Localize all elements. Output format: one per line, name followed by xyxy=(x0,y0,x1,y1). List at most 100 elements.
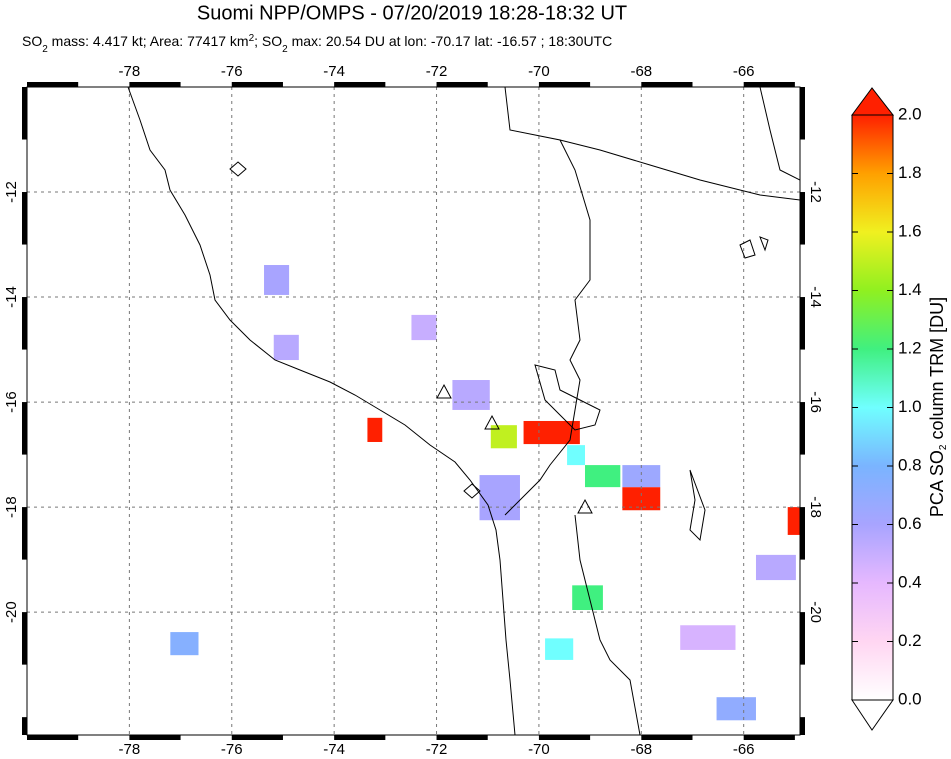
colorbar-tick-label: 1.4 xyxy=(898,280,922,299)
so2-cell xyxy=(490,425,517,449)
so2-cell xyxy=(584,465,621,488)
frame-band xyxy=(22,612,27,665)
colorbar-extend-bottom xyxy=(851,699,894,731)
border xyxy=(759,87,800,181)
so2-cell xyxy=(622,487,661,511)
x-tick-label: -76 xyxy=(221,741,243,758)
coastline xyxy=(127,87,516,735)
subscript: 2 xyxy=(42,44,48,55)
x-tick-label: -70 xyxy=(528,63,550,80)
x-tick-label: -68 xyxy=(630,63,652,80)
x-tick-label: -70 xyxy=(528,741,550,758)
so2-cell xyxy=(755,554,796,581)
frame-band xyxy=(800,612,805,665)
frame-band xyxy=(436,82,488,87)
colorbar-tick-label: 0.6 xyxy=(898,514,922,533)
x-tick-label: -66 xyxy=(733,63,755,80)
colorbar-tick-label: 0.8 xyxy=(898,455,922,474)
volcano xyxy=(577,498,593,514)
so2-cell xyxy=(273,334,299,361)
volcano-markers xyxy=(229,161,593,514)
so2-cell xyxy=(479,475,520,521)
x-tick-label: -74 xyxy=(323,63,345,80)
y-tick-label: -12 xyxy=(807,181,824,203)
colorbar-tick-label: 2.0 xyxy=(898,104,922,123)
x-tick-label: -78 xyxy=(119,63,141,80)
colorbar-tick-label: 1.8 xyxy=(898,163,922,182)
so2-cell xyxy=(787,507,800,535)
y-tick-label: -16 xyxy=(807,391,824,413)
x-tick-label: -76 xyxy=(221,63,243,80)
title: Suomi NPP/OMPS - 07/20/2019 18:28-18:32 … xyxy=(197,2,627,24)
frame-band xyxy=(436,735,488,740)
so2-cell xyxy=(523,420,580,445)
frame-band xyxy=(334,82,386,87)
text-part: max: 20.54 DU at lon: -70.17 lat: -16.57… xyxy=(288,33,613,49)
border xyxy=(559,139,800,201)
frame-band xyxy=(800,297,805,350)
so2-cell xyxy=(452,380,490,410)
frame-band xyxy=(800,717,805,735)
frame-band xyxy=(22,507,27,560)
y-tick-label: -14 xyxy=(807,286,824,308)
so2-cell xyxy=(170,632,199,656)
y-tick-label: -14 xyxy=(3,286,20,308)
colorbar xyxy=(851,114,894,701)
coastlines xyxy=(127,87,800,735)
frame-band xyxy=(800,87,805,140)
colorbar-tick-label: 1.6 xyxy=(898,221,922,240)
frame-band xyxy=(22,87,27,140)
frame-band xyxy=(743,82,795,87)
volcano xyxy=(229,161,247,177)
lake xyxy=(739,236,769,259)
colorbar-extend-top xyxy=(851,87,895,116)
y-tick-label: -16 xyxy=(3,391,20,413)
so2-cells xyxy=(170,265,800,721)
x-tick-label: -68 xyxy=(630,741,652,758)
x-tick-label: -72 xyxy=(426,63,448,80)
y-tick-label: -20 xyxy=(807,601,824,623)
frame-band xyxy=(800,507,805,560)
subscript: 2 xyxy=(938,444,949,450)
so2-cell xyxy=(680,625,736,650)
frame-band xyxy=(231,82,283,87)
y-tick-label: -20 xyxy=(3,601,20,623)
volcano xyxy=(436,383,452,399)
y-tick-label: -18 xyxy=(3,496,20,518)
map-frame xyxy=(22,82,805,740)
y-tick-label: -18 xyxy=(807,496,824,518)
so2-cell xyxy=(367,417,383,442)
text-part: mass: 4.417 kt; Area: 77417 km xyxy=(48,33,249,49)
so2-cell xyxy=(264,265,290,295)
frame-band xyxy=(22,192,27,245)
frame-band xyxy=(22,297,27,350)
graticule xyxy=(27,87,800,735)
colorbar-tick-label: 1.2 xyxy=(898,338,922,357)
text-part: column TRM [DU] xyxy=(927,297,947,445)
frame-band xyxy=(22,717,27,735)
so2-cell xyxy=(622,465,661,488)
x-tick-label: -66 xyxy=(733,741,755,758)
frame-band xyxy=(27,82,79,87)
x-tick-label: -72 xyxy=(426,741,448,758)
colorbar-tick-label: 0.4 xyxy=(898,572,922,591)
text-part: SO xyxy=(22,33,42,49)
frame-band xyxy=(129,735,181,740)
colorbar-tick-label: 1.0 xyxy=(898,397,922,416)
subscript: 2 xyxy=(282,44,288,55)
colorbar-tick-label: 0.2 xyxy=(898,631,922,650)
so2-cell xyxy=(545,638,574,660)
frame-band xyxy=(27,735,79,740)
so2-cell xyxy=(567,445,585,466)
map-background xyxy=(27,87,800,735)
subtitle: SO2 mass: 4.417 kt; Area: 77417 km2; SO2… xyxy=(22,33,612,55)
x-tick-label: -74 xyxy=(323,741,345,758)
subscript: 2 xyxy=(249,33,255,44)
frame-band xyxy=(800,192,805,245)
frame-band xyxy=(334,735,386,740)
volcano xyxy=(463,483,481,499)
frame-band xyxy=(231,735,283,740)
frame-band xyxy=(743,735,795,740)
text-part: PCA SO xyxy=(927,450,947,517)
